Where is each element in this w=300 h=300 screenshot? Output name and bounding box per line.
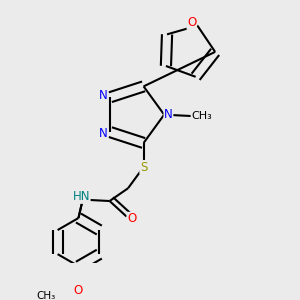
Text: O: O	[74, 284, 83, 297]
Text: N: N	[164, 108, 173, 121]
Text: HN: HN	[73, 190, 90, 203]
Text: N: N	[99, 127, 108, 140]
Text: CH₃: CH₃	[37, 291, 56, 300]
Text: O: O	[127, 212, 136, 225]
Text: O: O	[187, 16, 196, 29]
Text: S: S	[140, 160, 147, 173]
Text: N: N	[99, 89, 108, 102]
Text: CH₃: CH₃	[191, 111, 212, 121]
